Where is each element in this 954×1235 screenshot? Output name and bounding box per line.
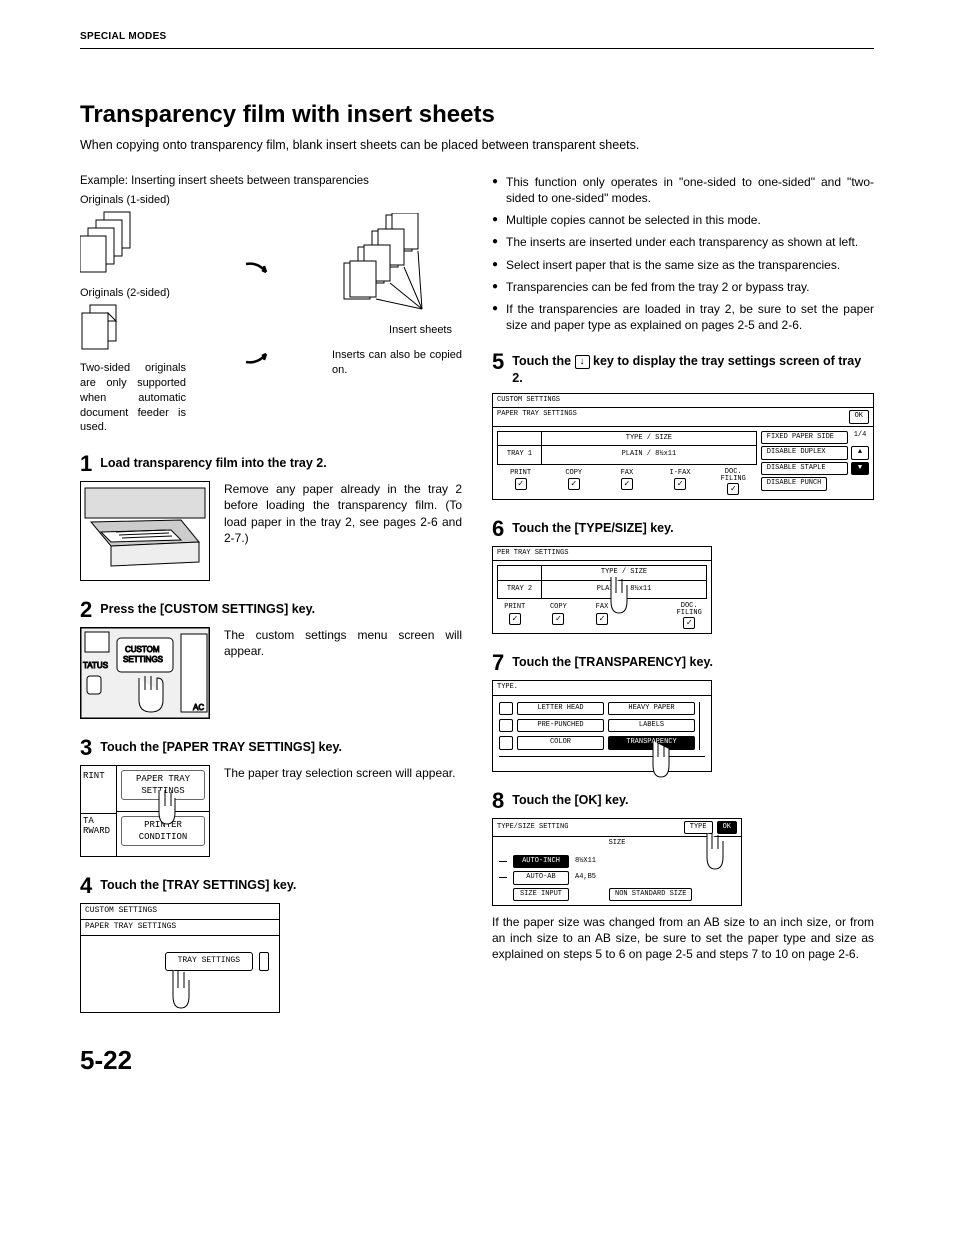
step-8-number: 8 — [492, 790, 504, 812]
svg-text:AC: AC — [193, 703, 204, 712]
originals-2sided-diagram: 3 1 2 — [80, 301, 140, 357]
note-item: This function only operates in "one-side… — [492, 174, 874, 206]
example-label: Example: Inserting insert sheets between… — [80, 174, 462, 190]
step-6-title: Touch the [TYPE/SIZE] key. — [512, 518, 673, 537]
intro-text: When copying onto transparency film, bla… — [80, 137, 874, 154]
step-3-header: 3 Touch the [PAPER TRAY SETTINGS] key. — [80, 737, 462, 759]
right-column: This function only operates in "one-side… — [492, 174, 874, 1079]
svg-text:4: 4 — [396, 216, 401, 225]
originals-2sided-label: Originals (2-sided) — [80, 286, 186, 301]
step-7-number: 7 — [492, 652, 504, 674]
arrow-1 — [244, 260, 274, 284]
step-2-number: 2 — [80, 599, 92, 621]
svg-text:CUSTOM: CUSTOM — [125, 645, 160, 654]
step-3-title: Touch the [PAPER TRAY SETTINGS] key. — [100, 737, 342, 756]
step-2-title: Press the [CUSTOM SETTINGS] key. — [100, 599, 315, 618]
two-sided-note: Two-sided originals are only supported w… — [80, 361, 186, 435]
step-5-title: Touch the ↓ key to display the tray sett… — [512, 351, 874, 387]
notes-list: This function only operates in "one-side… — [492, 174, 874, 334]
svg-text:TATUS: TATUS — [83, 661, 108, 670]
step-5-number: 5 — [492, 351, 504, 373]
step-6-header: 6 Touch the [TYPE/SIZE] key. — [492, 518, 874, 540]
section-header: SPECIAL MODES — [80, 30, 874, 44]
step-5-figure: CUSTOM SETTINGS PAPER TRAY SETTINGS OK T… — [492, 393, 874, 500]
step-8-figure: TYPE/SIZE SETTING TYPE OK SIZE AUTO-INCH… — [492, 818, 742, 906]
note-item: Multiple copies cannot be selected in th… — [492, 212, 874, 228]
down-arrow-key-icon: ↓ — [575, 355, 590, 369]
step-6-number: 6 — [492, 518, 504, 540]
step-5-header: 5 Touch the ↓ key to display the tray se… — [492, 351, 874, 387]
note-item: The inserts are inserted under each tran… — [492, 234, 874, 250]
svg-text:3: 3 — [382, 232, 387, 241]
page-number: 5-22 — [80, 1043, 462, 1078]
svg-text:1: 1 — [84, 239, 89, 248]
hand-pointer-icon — [601, 577, 631, 621]
step-7-header: 7 Touch the [TRANSPARENCY] key. — [492, 652, 874, 674]
step-8-title: Touch the [OK] key. — [512, 790, 628, 809]
step-1-title: Load transparency film into the tray 2. — [100, 453, 326, 472]
step-4-title: Touch the [TRAY SETTINGS] key. — [100, 875, 296, 894]
step-4-figure: CUSTOM SETTINGS PAPER TRAY SETTINGS TRAY… — [80, 903, 280, 1013]
svg-text:1: 1 — [354, 264, 359, 273]
step-1-header: 1 Load transparency film into the tray 2… — [80, 453, 462, 475]
note-item: Select insert paper that is the same siz… — [492, 257, 874, 273]
step-4-number: 4 — [80, 875, 92, 897]
step-3-figure: RINT TARWARD PAPER TRAY SETTINGS PRINTER… — [80, 765, 210, 857]
step-8-text: If the paper size was changed from an AB… — [492, 914, 874, 963]
step-3-text: The paper tray selection screen will app… — [224, 765, 462, 857]
svg-text:2: 2 — [368, 248, 373, 257]
step-8-header: 8 Touch the [OK] key. — [492, 790, 874, 812]
step-7-title: Touch the [TRANSPARENCY] key. — [512, 652, 713, 671]
step-2-figure: TATUS CUSTOM SETTINGS AC — [80, 627, 210, 719]
step-4-header: 4 Touch the [TRAY SETTINGS] key. — [80, 875, 462, 897]
svg-text:2: 2 — [98, 330, 102, 337]
left-column: Example: Inserting insert sheets between… — [80, 174, 462, 1079]
arrow-2 — [244, 344, 274, 368]
insert-sheets-diagram: 4 3 2 1 — [332, 213, 462, 323]
svg-text:SETTINGS: SETTINGS — [123, 655, 163, 664]
step-7-figure: TYPE. LETTER HEAD HEAVY PAPER PRE-PUNCHE… — [492, 680, 712, 772]
header-rule — [80, 48, 874, 49]
originals-1sided-diagram: 4 3 2 1 — [80, 208, 160, 280]
step-1-text: Remove any paper already in the tray 2 b… — [224, 481, 462, 581]
step-6-figure: PER TRAY SETTINGS TYPE / SIZE TRAY 2 PLA… — [492, 546, 712, 634]
originals-1sided-label: Originals (1-sided) — [80, 193, 186, 208]
page-title: Transparency film with insert sheets — [80, 99, 874, 131]
hand-pointer-icon — [643, 741, 673, 785]
step-2-text: The custom settings menu screen will app… — [224, 627, 462, 719]
step-1-number: 1 — [80, 453, 92, 475]
note-item: Transparencies can be fed from the tray … — [492, 279, 874, 295]
note-item: If the transparencies are loaded in tray… — [492, 301, 874, 333]
step-3-number: 3 — [80, 737, 92, 759]
inserts-copied-note: Inserts can also be copied on. — [332, 348, 462, 378]
svg-text:1: 1 — [86, 316, 91, 325]
insert-sheets-label: Insert sheets — [332, 323, 462, 338]
step-2-header: 2 Press the [CUSTOM SETTINGS] key. — [80, 599, 462, 621]
step-1-figure — [80, 481, 210, 581]
hand-pointer-icon — [697, 833, 727, 877]
